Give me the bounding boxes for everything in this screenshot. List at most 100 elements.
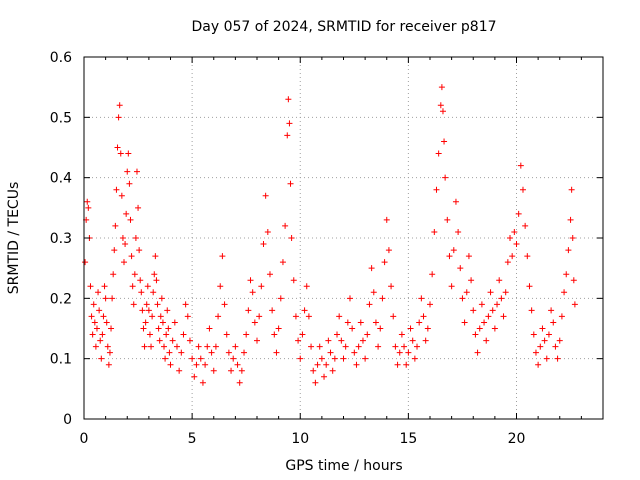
- data-point: [98, 355, 105, 362]
- data-point: [140, 325, 147, 332]
- data-point: [285, 96, 292, 103]
- y-axis-label: SRMTID / TECUs: [6, 182, 22, 295]
- data-point: [144, 283, 151, 290]
- x-tick-label: 15: [399, 431, 417, 447]
- data-point: [282, 222, 289, 229]
- data-point: [545, 331, 552, 338]
- data-point: [101, 283, 108, 290]
- data-point: [346, 295, 353, 302]
- data-point: [513, 241, 520, 248]
- data-point: [145, 307, 152, 314]
- data-point: [539, 325, 546, 332]
- data-point: [103, 319, 110, 326]
- data-point: [570, 277, 577, 284]
- data-point: [189, 355, 196, 362]
- data-point: [129, 283, 136, 290]
- data-point: [127, 216, 134, 223]
- data-point: [424, 325, 431, 332]
- y-tick-label: 0.3: [50, 231, 72, 247]
- data-point: [228, 367, 235, 374]
- y-tick-label: 0.5: [50, 110, 72, 126]
- data-point: [310, 367, 317, 374]
- data-point: [115, 114, 122, 121]
- data-point: [212, 343, 219, 350]
- y-tick-label: 0.2: [50, 291, 72, 307]
- data-point: [552, 343, 559, 350]
- data-point: [152, 253, 159, 260]
- data-point: [166, 349, 173, 356]
- data-point: [394, 361, 401, 368]
- data-point: [334, 331, 341, 338]
- data-point: [89, 331, 96, 338]
- data-point: [297, 355, 304, 362]
- data-point: [247, 277, 254, 284]
- data-point: [511, 228, 518, 235]
- data-point: [561, 289, 568, 296]
- data-point: [519, 186, 526, 193]
- data-point: [131, 271, 138, 278]
- data-point: [105, 361, 112, 368]
- data-point: [308, 343, 315, 350]
- data-point: [468, 277, 475, 284]
- data-point: [161, 343, 168, 350]
- x-tick-label: 20: [508, 431, 526, 447]
- data-point: [149, 313, 156, 320]
- data-point: [383, 216, 390, 223]
- data-point: [85, 204, 92, 211]
- data-point: [206, 325, 213, 332]
- data-point: [202, 361, 209, 368]
- data-point: [262, 192, 269, 199]
- data-point: [249, 289, 256, 296]
- data-point: [478, 301, 485, 308]
- data-point: [195, 343, 202, 350]
- data-point: [316, 343, 323, 350]
- data-point: [234, 361, 241, 368]
- data-point: [517, 162, 524, 169]
- data-point: [277, 295, 284, 302]
- data-point: [515, 210, 522, 217]
- data-point: [548, 307, 555, 314]
- data-point: [318, 355, 325, 362]
- data-point: [191, 373, 198, 380]
- data-point: [472, 331, 479, 338]
- data-point: [290, 277, 297, 284]
- data-point: [121, 259, 128, 266]
- data-point: [273, 349, 280, 356]
- data-point: [530, 331, 537, 338]
- data-point: [245, 307, 252, 314]
- data-point: [502, 289, 509, 296]
- data-point: [156, 337, 163, 344]
- data-point: [118, 192, 125, 199]
- data-point: [223, 331, 230, 338]
- data-point: [455, 228, 462, 235]
- data-point: [321, 373, 328, 380]
- data-point: [243, 331, 250, 338]
- data-point: [197, 355, 204, 362]
- data-point: [158, 295, 165, 302]
- data-point: [368, 265, 375, 272]
- data-point: [99, 331, 106, 338]
- data-point: [550, 319, 557, 326]
- data-point: [146, 331, 153, 338]
- x-axis-label: GPS time / hours: [285, 458, 402, 474]
- data-point: [474, 349, 481, 356]
- data-point: [113, 186, 120, 193]
- data-point: [396, 349, 403, 356]
- data-point: [264, 228, 271, 235]
- data-point: [132, 235, 139, 241]
- data-point: [153, 277, 160, 284]
- data-point: [362, 355, 369, 362]
- data-point: [422, 337, 429, 344]
- data-point: [507, 235, 514, 241]
- data-point: [439, 108, 446, 115]
- data-point: [427, 301, 433, 308]
- data-point: [483, 337, 490, 344]
- data-point: [299, 331, 306, 338]
- data-point: [91, 319, 98, 326]
- data-point: [93, 325, 100, 332]
- data-point: [180, 331, 187, 338]
- data-point: [95, 289, 102, 296]
- data-point: [409, 337, 416, 344]
- data-point: [157, 313, 164, 320]
